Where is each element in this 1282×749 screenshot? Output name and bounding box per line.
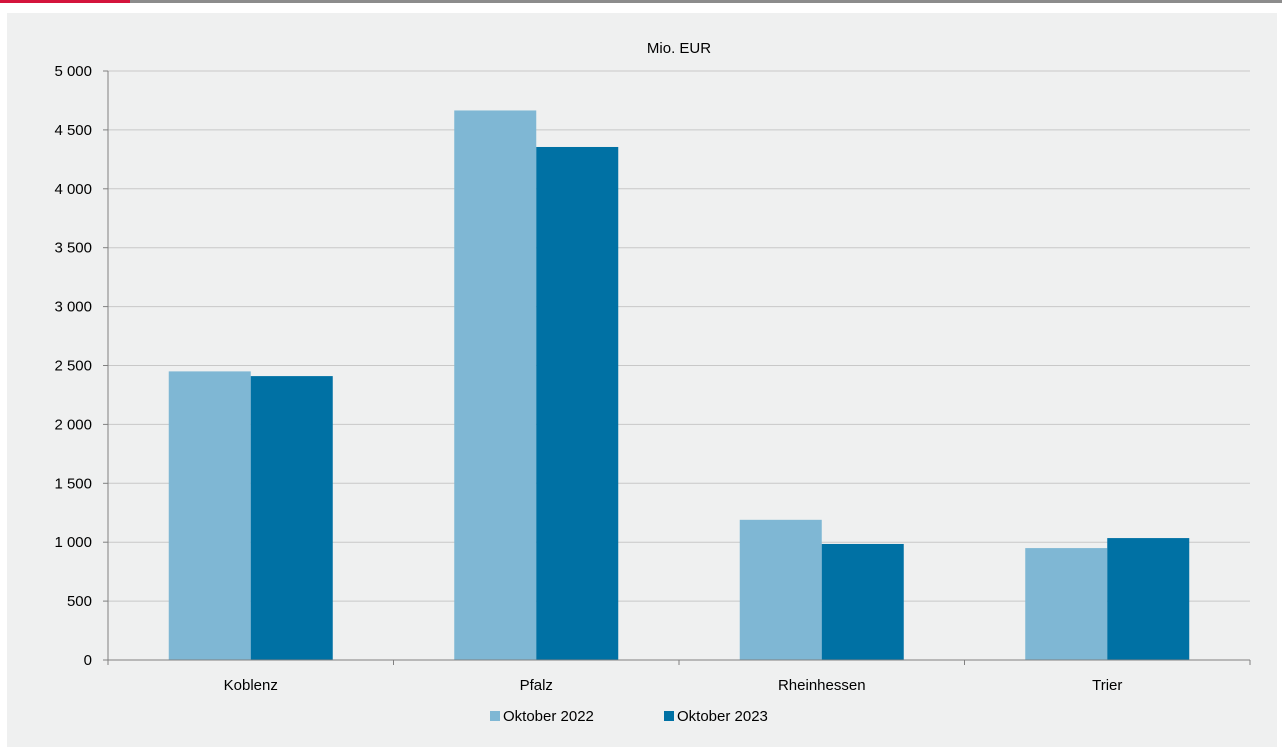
legend-swatch <box>664 711 674 721</box>
bar-trier-2 <box>1107 538 1190 660</box>
x-axis-ticks: Koblenz Pfalz Rheinhessen Trier <box>107 660 1251 694</box>
y-tick-label: 5 000 <box>54 63 92 80</box>
bar-rheinhessen-2 <box>821 543 904 660</box>
bars <box>168 110 1190 660</box>
y-tick-label: 1 500 <box>54 475 92 492</box>
bar-koblenz-1 <box>168 371 251 660</box>
y-tick-label: 0 <box>84 652 92 669</box>
legend-label: Oktober 2023 <box>677 708 768 725</box>
top-rule <box>0 0 1282 3</box>
x-tick-label: Rheinhessen <box>778 677 866 694</box>
y-tick-label: 2 000 <box>54 416 92 433</box>
legend: Oktober 2022 Oktober 2023 <box>490 708 768 725</box>
y-tick-label: 2 500 <box>54 358 92 375</box>
y-tick-label: 3 000 <box>54 299 92 316</box>
bar-pfalz-1 <box>454 110 537 660</box>
bar-trier-1 <box>1025 548 1108 660</box>
y-tick-label: 500 <box>67 593 92 610</box>
x-tick-label: Koblenz <box>224 677 278 694</box>
y-tick-label: 3 500 <box>54 240 92 257</box>
chart-title: Mio. EUR <box>647 40 711 57</box>
bar-rheinhessen-1 <box>739 519 822 660</box>
legend-label: Oktober 2022 <box>503 708 594 725</box>
brand-accent-bar <box>0 0 130 3</box>
x-tick-label: Pfalz <box>520 677 553 694</box>
y-axis-ticks: 0 500 1 000 1 500 2 000 2 500 3 000 3 500 4 000 4… <box>54 63 108 669</box>
bar-pfalz-2 <box>536 146 619 660</box>
legend-swatch <box>490 711 500 721</box>
bar-koblenz-2 <box>250 376 333 660</box>
x-tick-label: Trier <box>1092 677 1122 694</box>
y-tick-label: 4 000 <box>54 181 92 198</box>
y-tick-label: 1 000 <box>54 534 92 551</box>
y-tick-label: 4 500 <box>54 122 92 139</box>
